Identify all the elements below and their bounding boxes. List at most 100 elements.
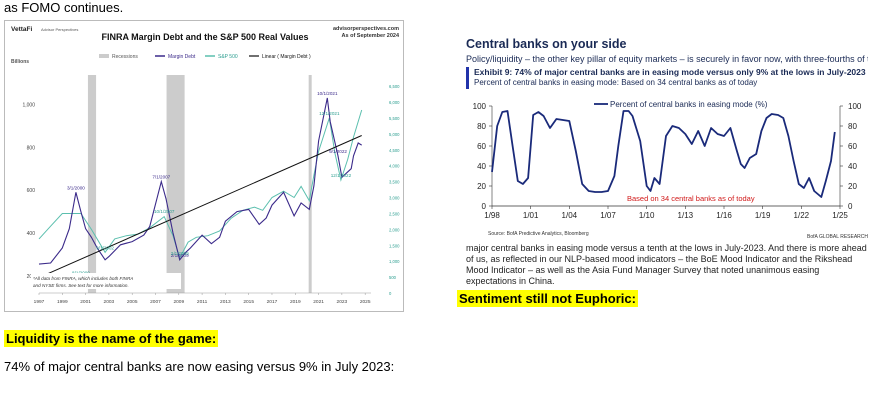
annotation-label: 2/1/2009 [171, 251, 189, 256]
x-tick-label: 1/25 [832, 211, 848, 220]
y-left-tick-label: 1,000 [22, 102, 35, 108]
y-right-tick-label: 4,000 [389, 164, 400, 169]
x-tick-label: 1/04 [562, 211, 578, 220]
annotation-label: 9/1/2022 [329, 149, 347, 154]
x-tick-label: 2003 [104, 299, 115, 305]
y-right-tick-label: 6,000 [389, 100, 400, 105]
exhibit-box: Exhibit 9: 74% of major central banks ar… [466, 67, 866, 89]
x-tick-label: 1/22 [794, 211, 810, 220]
y-left-tick-label: 40 [477, 162, 486, 171]
y-right-tick-label: 500 [389, 275, 397, 280]
y-left-tick-label: 60 [477, 142, 486, 151]
x-tick-label: 1/10 [639, 211, 655, 220]
intro-text: as FOMO continues. [4, 0, 124, 15]
linear-trend-line [38, 135, 362, 279]
source-site: advisorperspectives.com [333, 26, 399, 32]
footnote-line-1: *All data from FINRA, which includes bot… [33, 276, 133, 281]
x-tick-label: 1/16 [716, 211, 732, 220]
y-right-tick-label: 5,000 [389, 132, 400, 137]
brand-subtitle: Advisor Perspectives [41, 27, 78, 32]
y-left-tick-label: 80 [477, 122, 486, 131]
annotation-label: 10/1/2007 [154, 209, 175, 214]
annotation-label: 10/1/2021 [317, 91, 338, 96]
y-right-tick-label: 6,500 [389, 84, 400, 89]
y-left-tick-label: 400 [27, 231, 36, 237]
y-right-tick-label: 100 [848, 102, 862, 111]
x-tick-label: 1/98 [484, 211, 500, 220]
y-right-tick-label: 0 [848, 202, 853, 211]
legend-label-margin: Margin Debt [168, 54, 196, 60]
sp500-line [38, 109, 363, 260]
inline-note: Based on 34 central banks as of today [627, 194, 755, 203]
y-left-tick-label: 100 [473, 102, 487, 111]
x-tick-label: 1997 [34, 299, 45, 305]
brand-logo: VettaFi [11, 26, 33, 33]
legend-label: Percent of central banks in easing mode … [610, 100, 768, 109]
annotation-label: 3/1/2000 [67, 185, 85, 190]
x-tick-label: 2005 [127, 299, 138, 305]
y-right-tick-label: 5,500 [389, 116, 400, 121]
legend-swatch-recessions [99, 54, 109, 58]
x-tick-label: 1/19 [755, 211, 771, 220]
exhibit-title: Exhibit 9: 74% of major central banks ar… [474, 67, 866, 77]
y-right-tick-label: 40 [848, 162, 857, 171]
x-tick-label: 1/01 [523, 211, 539, 220]
y-left-tick-label: 600 [27, 188, 36, 194]
chart-title: FINRA Margin Debt and the S&P 500 Real V… [101, 32, 308, 42]
x-tick-label: 1/07 [600, 211, 616, 220]
annotation-label: 9/1/2002 [96, 245, 114, 250]
footnote-box [31, 273, 181, 289]
recession-band [308, 75, 312, 293]
y-left-tick-label: 0 [482, 202, 487, 211]
watermark: BofA GLOBAL RESEARCH [807, 234, 868, 240]
y-right-tick-label: 1,000 [389, 259, 400, 264]
as-of-date: As of September 2024 [342, 33, 400, 39]
x-tick-label: 2009 [173, 299, 184, 305]
source-label: Source: BofA Predictive Analytics, Bloom… [488, 231, 589, 237]
x-tick-label: 2011 [197, 299, 208, 305]
y-right-tick-label: 2,000 [389, 227, 400, 232]
x-tick-label: 2001 [80, 299, 91, 305]
easing-mode-line [491, 110, 836, 198]
x-tick-label: 2013 [220, 299, 231, 305]
central-banks-title: Central banks on your side [466, 37, 627, 51]
y-right-tick-label: 2,500 [389, 211, 400, 216]
recession-band [87, 75, 97, 293]
y-right-tick-label: 1,500 [389, 243, 400, 248]
y-right-tick-label: 3,500 [389, 180, 400, 185]
y-left-tick-label: 20 [477, 182, 486, 191]
x-tick-label: 1999 [57, 299, 68, 305]
x-tick-label: 2021 [313, 299, 324, 305]
x-tick-label: 1/13 [678, 211, 694, 220]
recession-band [166, 75, 185, 293]
y-right-tick-label: 4,500 [389, 148, 400, 153]
margin-debt-chart: VettaFi Advisor Perspectives FINRA Margin … [4, 20, 404, 312]
central-banks-chart-svg: 0 0 20 20 40 40 60 60 80 80 100 100 1/98 1/01 1/04 1/07… [473, 100, 868, 240]
annotation-label: 7/1/2007 [152, 175, 170, 180]
footnote-line-2: and NYSE firms. See text for more inform… [33, 283, 129, 288]
exhibit-note: Percent of central banks in easing mode:… [474, 78, 758, 87]
legend-label-recessions: Recessions [112, 54, 138, 60]
y-right-tick-label: 60 [848, 142, 857, 151]
x-tick-label: 2025 [360, 299, 371, 305]
x-tick-label: 2007 [150, 299, 161, 305]
central-banks-paragraph: major central banks in easing mode versu… [466, 243, 867, 286]
x-tick-label: 2017 [267, 299, 278, 305]
liquidity-body-text: 74% of major central banks are now easin… [4, 359, 395, 374]
legend-label-linear: Linear ( Margin Debt ) [262, 54, 311, 60]
y-right-tick-label: 3,000 [389, 196, 400, 201]
x-tick-label: 2019 [290, 299, 301, 305]
sentiment-heading: Sentiment still not Euphoric: [457, 290, 638, 307]
x-tick-label: 2023 [337, 299, 348, 305]
left-axis-unit: Billions [11, 59, 29, 65]
y-right-tick-label: 20 [848, 182, 857, 191]
y-left-tick-label: 200 [27, 274, 36, 280]
central-banks-subtitle: Policy/liquidity – the other key pillar … [466, 54, 868, 64]
annotation-label: 12/1/2022 [331, 173, 352, 178]
annotation-label: 2/1/2009 [171, 253, 189, 258]
y-right-tick-label: 80 [848, 122, 857, 131]
margin-debt-line [38, 97, 362, 265]
x-tick-label: 2015 [243, 299, 254, 305]
y-left-tick-label: 800 [27, 145, 36, 151]
annotation-label: 12/1/2021 [319, 111, 340, 116]
